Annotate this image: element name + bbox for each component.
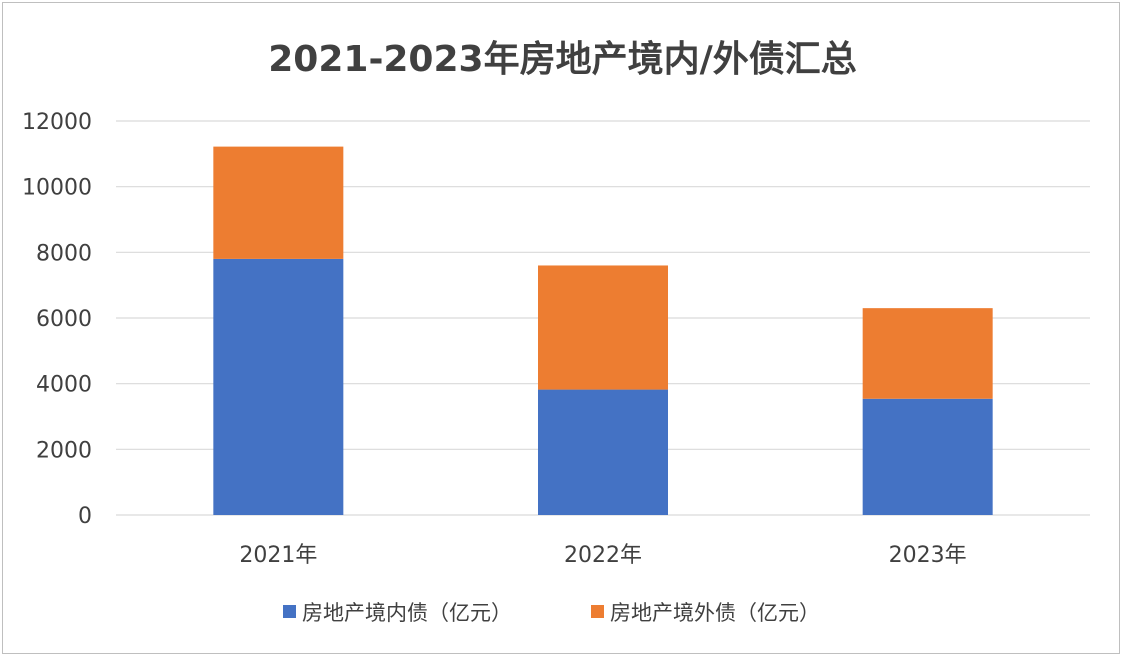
legend-swatch (591, 605, 604, 618)
legend-swatch (283, 605, 296, 618)
y-tick-label: 0 (78, 504, 92, 529)
chart-title: 2021-2023年房地产境内/外债汇总 (268, 39, 857, 80)
bar-domestic-1 (538, 389, 668, 515)
y-tick-label: 10000 (22, 176, 92, 201)
y-tick-label: 12000 (22, 110, 92, 135)
legend-label: 房地产境内债（亿元） (302, 601, 512, 625)
x-category-label: 2023年 (889, 543, 967, 568)
bar-overseas-1 (538, 265, 668, 390)
y-tick-label: 8000 (36, 241, 92, 266)
bar-domestic-2 (862, 398, 993, 515)
x-category-label: 2021年 (239, 543, 317, 568)
bar-overseas-2 (862, 308, 993, 399)
x-category-label: 2022年 (564, 543, 642, 568)
bar-domestic-0 (213, 258, 344, 515)
y-tick-label: 4000 (36, 373, 92, 398)
bar-overseas-0 (213, 146, 344, 259)
y-tick-label: 2000 (36, 438, 92, 463)
y-tick-label: 6000 (36, 307, 92, 332)
legend-label: 房地产境外债（亿元） (610, 601, 820, 625)
